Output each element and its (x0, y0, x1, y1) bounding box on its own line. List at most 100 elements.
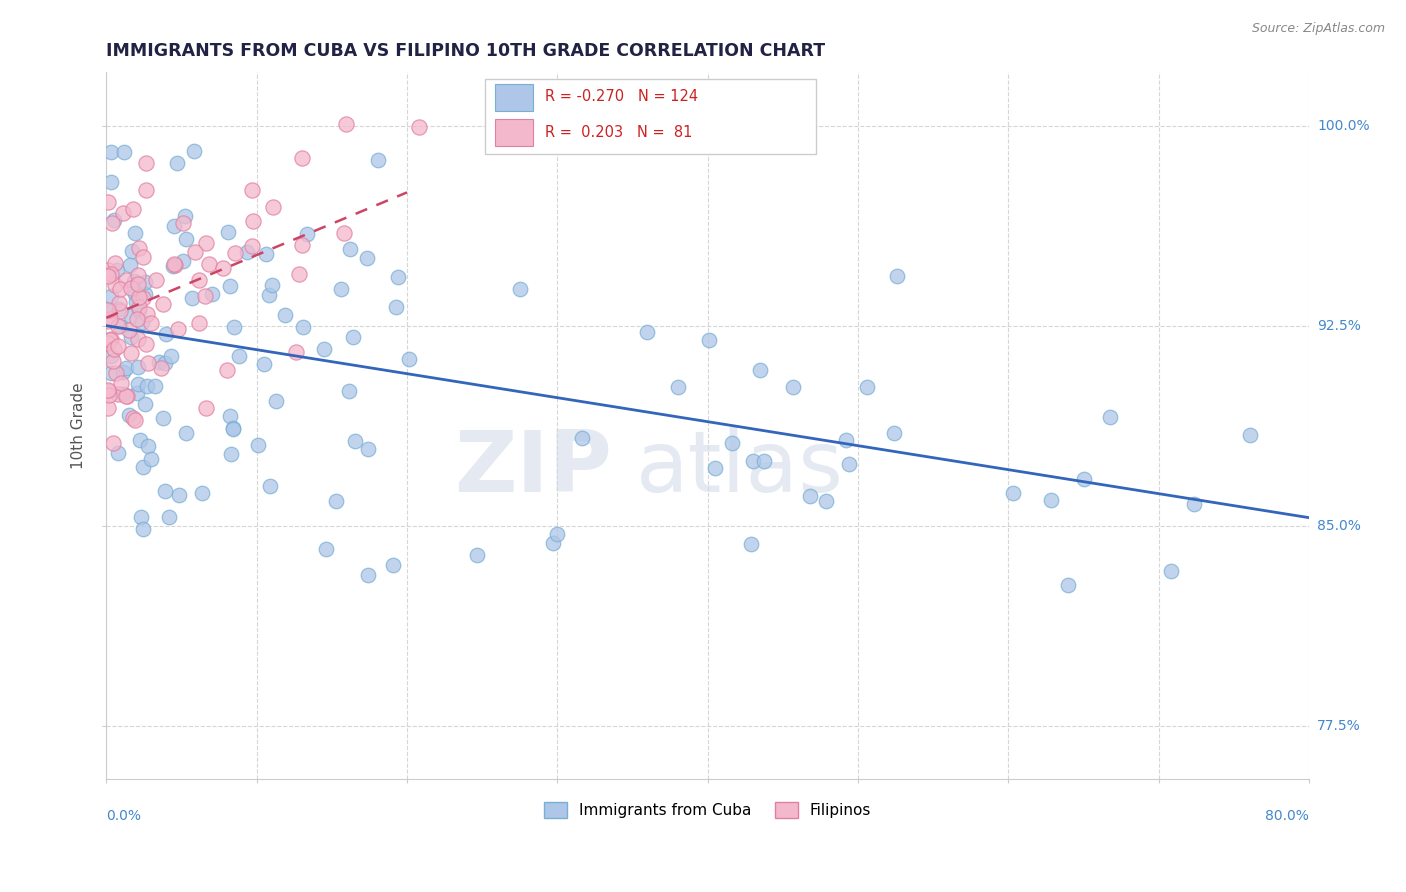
Point (115, 273, 138, 287)
Point (110, 376, 132, 391)
Text: ZIP: ZIP (454, 426, 612, 509)
Point (129, 509, 152, 524)
Point (132, 250, 155, 264)
Point (285, 345, 308, 359)
Point (152, 411, 174, 425)
Point (195, 235, 218, 250)
Point (541, 536, 564, 550)
Point (108, 296, 131, 310)
Point (121, 244, 143, 258)
Point (1182, 497, 1205, 511)
Point (217, 226, 239, 240)
Point (1001, 485, 1024, 500)
Point (697, 333, 720, 347)
Point (98, 388, 121, 402)
Point (183, 145, 205, 159)
Point (125, 311, 148, 326)
Point (153, 356, 176, 370)
Point (357, 442, 380, 457)
Point (167, 322, 190, 336)
Point (174, 232, 197, 246)
Point (274, 308, 297, 322)
Point (835, 433, 858, 447)
Point (97, 314, 120, 328)
Point (97, 269, 120, 284)
Text: atlas: atlas (636, 426, 844, 509)
Point (184, 244, 207, 259)
Point (291, 319, 314, 334)
Legend: Immigrants from Cuba, Filipinos: Immigrants from Cuba, Filipinos (538, 796, 877, 824)
Point (217, 362, 239, 376)
Point (330, 282, 353, 296)
Point (198, 257, 221, 271)
Point (107, 445, 129, 459)
Point (100, 349, 122, 363)
Point (339, 384, 361, 398)
Text: 92.5%: 92.5% (1317, 318, 1361, 333)
Point (120, 281, 142, 295)
Point (135, 307, 157, 321)
Point (143, 378, 166, 392)
Point (240, 183, 263, 197)
Point (97, 194, 120, 209)
Point (160, 349, 183, 363)
Point (136, 379, 159, 393)
Text: IMMIGRANTS FROM CUBA VS FILIPINO 10TH GRADE CORRELATION CHART: IMMIGRANTS FROM CUBA VS FILIPINO 10TH GR… (107, 42, 825, 60)
Point (721, 436, 744, 450)
Point (105, 263, 128, 277)
Point (883, 426, 905, 441)
Point (162, 259, 184, 273)
Point (134, 275, 156, 289)
Point (166, 156, 188, 170)
Point (108, 282, 131, 296)
Point (339, 243, 361, 257)
Point (120, 310, 142, 324)
Point (134, 287, 156, 301)
Point (384, 301, 406, 315)
FancyBboxPatch shape (495, 84, 533, 111)
Point (127, 376, 149, 391)
Point (107, 319, 129, 334)
Point (325, 494, 347, 508)
Point (886, 268, 908, 283)
Point (194, 289, 217, 303)
Point (571, 431, 593, 445)
Point (127, 268, 149, 282)
Point (288, 267, 311, 281)
Point (100, 145, 122, 160)
Point (704, 460, 727, 475)
Point (342, 330, 364, 344)
Point (1160, 564, 1182, 578)
Point (262, 200, 284, 214)
Point (240, 238, 263, 252)
Y-axis label: 10th Grade: 10th Grade (72, 383, 86, 469)
Point (291, 237, 314, 252)
Point (97, 384, 120, 399)
Point (315, 541, 337, 556)
Point (742, 454, 765, 468)
Point (155, 326, 177, 341)
Point (191, 485, 214, 500)
Point (546, 526, 568, 541)
Point (107, 339, 129, 353)
Point (127, 277, 149, 292)
Point (1040, 492, 1063, 507)
Point (118, 408, 141, 422)
Point (121, 202, 143, 216)
Point (124, 286, 146, 301)
Point (1057, 577, 1080, 591)
Point (153, 483, 176, 498)
Point (856, 380, 879, 394)
Point (398, 352, 420, 367)
Text: 0.0%: 0.0% (107, 809, 142, 823)
Point (103, 354, 125, 368)
Point (172, 216, 194, 230)
Point (246, 438, 269, 452)
Point (224, 319, 246, 334)
Point (291, 151, 314, 165)
Point (132, 291, 155, 305)
Point (134, 397, 156, 411)
Point (799, 489, 821, 503)
Point (100, 366, 122, 380)
Point (212, 261, 235, 276)
